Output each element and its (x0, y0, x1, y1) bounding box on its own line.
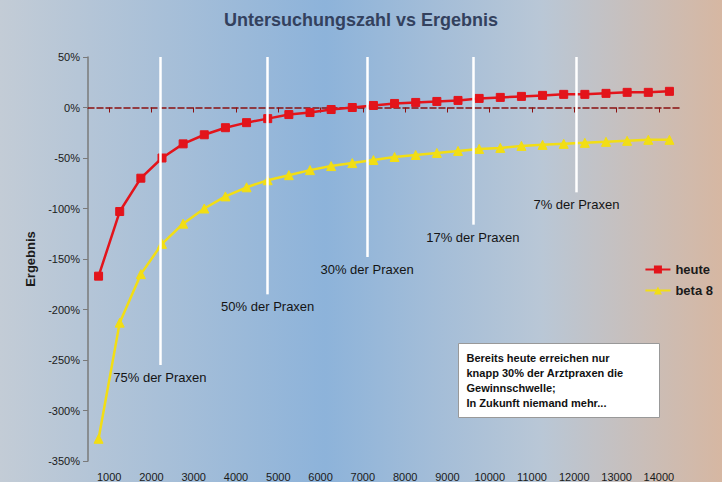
svg-text:Untersuchungszahl vs Ergebnis: Untersuchungszahl vs Ergebnis (224, 10, 498, 30)
svg-text:2000: 2000 (139, 471, 163, 482)
svg-text:-300%: -300% (48, 405, 80, 417)
svg-text:10000: 10000 (474, 471, 505, 482)
svg-text:knapp 30% der Arztpraxen die: knapp 30% der Arztpraxen die (467, 367, 624, 379)
svg-text:0%: 0% (64, 102, 80, 114)
svg-text:-150%: -150% (48, 253, 80, 265)
svg-text:50% der Praxen: 50% der Praxen (221, 299, 314, 314)
svg-text:Gewinnschwelle;: Gewinnschwelle; (467, 382, 556, 394)
svg-text:Bereits heute erreichen nur: Bereits heute erreichen nur (467, 352, 611, 364)
svg-text:-250%: -250% (48, 354, 80, 366)
svg-text:-50%: -50% (54, 152, 80, 164)
svg-text:3000: 3000 (181, 471, 205, 482)
svg-text:75% der Praxen: 75% der Praxen (113, 370, 206, 385)
svg-text:beta 8: beta 8 (675, 283, 713, 298)
svg-text:50%: 50% (58, 51, 80, 63)
svg-text:14000: 14000 (644, 471, 675, 482)
svg-text:1000: 1000 (97, 471, 121, 482)
svg-text:8000: 8000 (393, 471, 417, 482)
svg-text:-100%: -100% (48, 203, 80, 215)
svg-text:17% der Praxen: 17% der Praxen (426, 230, 519, 245)
svg-text:12000: 12000 (559, 471, 590, 482)
svg-text:11000: 11000 (517, 471, 547, 482)
svg-text:7% der Praxen: 7% der Praxen (533, 197, 619, 212)
svg-text:6000: 6000 (308, 471, 332, 482)
svg-text:-200%: -200% (48, 304, 80, 316)
svg-text:4000: 4000 (224, 471, 248, 482)
svg-text:5000: 5000 (266, 471, 290, 482)
svg-text:9000: 9000 (435, 471, 459, 482)
svg-text:-350%: -350% (48, 455, 80, 467)
svg-text:Ergebnis: Ergebnis (23, 231, 38, 287)
svg-text:30% der Praxen: 30% der Praxen (320, 262, 413, 277)
svg-text:heute: heute (675, 262, 710, 277)
svg-text:13000: 13000 (601, 471, 632, 482)
svg-text:7000: 7000 (351, 471, 375, 482)
svg-text:In Zukunft niemand mehr...: In Zukunft niemand mehr... (467, 397, 607, 409)
